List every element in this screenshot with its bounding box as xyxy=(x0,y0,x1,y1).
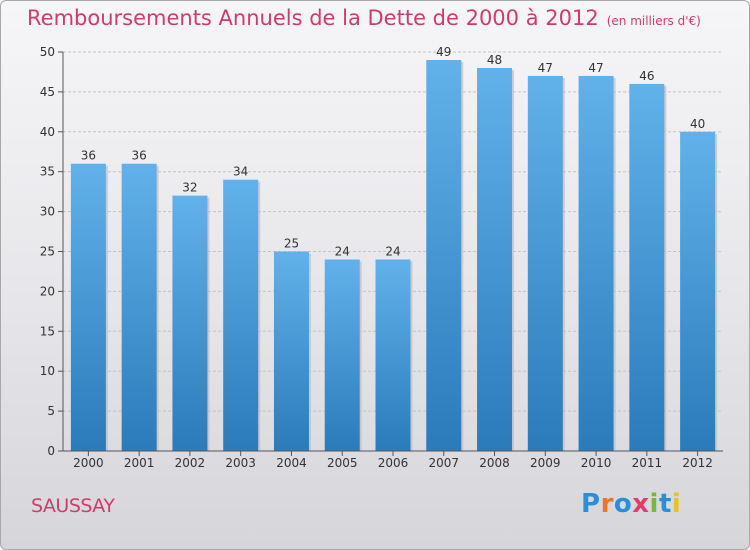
data-label-2004: 25 xyxy=(284,237,299,251)
data-label-2012: 40 xyxy=(690,117,705,131)
bar-2000 xyxy=(70,163,106,451)
bar-2008 xyxy=(477,67,513,452)
data-label-2011: 46 xyxy=(639,69,654,83)
y-tick-label: 30 xyxy=(40,205,55,219)
data-label-2002: 32 xyxy=(182,181,197,195)
x-tick-label: 2012 xyxy=(682,456,713,470)
data-label-2003: 34 xyxy=(233,165,248,179)
x-axis: 2000 2001 2002 2003 2004 2005 2006 2007 2008 2009… xyxy=(63,450,723,470)
y-tick-label: 35 xyxy=(40,165,55,179)
y-tick-label: 5 xyxy=(47,404,55,418)
x-tick-label: 2005 xyxy=(327,456,358,470)
bar-2003 xyxy=(223,179,259,451)
proxiti-logo[interactable]: Proxiti xyxy=(581,489,681,519)
y-axis: 0 5 10 15 20 25 30 35 40 45 50 xyxy=(40,45,64,458)
bar-2004 xyxy=(273,251,309,451)
x-tick-label: 2002 xyxy=(175,456,206,470)
bar-2005 xyxy=(324,259,360,451)
bar-2009 xyxy=(527,75,563,451)
x-tick-label: 2000 xyxy=(73,456,104,470)
y-tick-label: 40 xyxy=(40,125,55,139)
data-label-2000: 36 xyxy=(81,149,96,163)
logo-letter: r xyxy=(600,489,614,519)
chart-title: Remboursements Annuels de la Dette de 20… xyxy=(27,6,599,30)
bar-2002 xyxy=(172,195,208,451)
data-label-2008: 48 xyxy=(487,53,502,67)
x-tick-label: 2010 xyxy=(581,456,612,470)
x-tick-label: 2009 xyxy=(530,456,561,470)
y-tick-label: 45 xyxy=(40,85,55,99)
bar-2001 xyxy=(121,163,157,451)
x-tick-label: 2003 xyxy=(225,456,256,470)
logo-letter: o xyxy=(613,489,633,519)
y-tick-label: 20 xyxy=(40,284,55,298)
y-tick-label: 10 xyxy=(40,364,55,378)
data-label-2001: 36 xyxy=(132,149,147,163)
bar-2006 xyxy=(375,259,411,451)
place-name: SAUSSAY xyxy=(31,495,115,517)
x-tick-label: 2001 xyxy=(124,456,155,470)
data-label-2009: 47 xyxy=(538,61,553,75)
chart-header: Remboursements Annuels de la Dette de 20… xyxy=(27,6,701,30)
logo-letter: x xyxy=(632,489,650,519)
bar-2007 xyxy=(426,59,462,451)
data-label-2010: 47 xyxy=(588,61,603,75)
bar-2012 xyxy=(680,131,716,452)
data-label-2005: 24 xyxy=(335,244,350,258)
y-tick-label: 15 xyxy=(40,324,55,338)
logo-letter: i xyxy=(671,489,682,519)
x-tick-label: 2004 xyxy=(276,456,307,470)
x-tick-label: 2008 xyxy=(479,456,510,470)
bar-2010 xyxy=(578,75,614,451)
data-label-2006: 24 xyxy=(385,244,400,258)
bar-2011 xyxy=(629,83,665,452)
x-tick-label: 2006 xyxy=(378,456,409,470)
data-label-2007: 49 xyxy=(436,45,451,59)
logo-letter: P xyxy=(581,489,601,519)
y-tick-label: 0 xyxy=(47,444,55,458)
y-tick-label: 25 xyxy=(40,245,55,259)
x-tick-label: 2011 xyxy=(632,456,663,470)
bars: 36 36 32 34 25 24 24 49 48 47 47 46 40 xyxy=(70,45,718,452)
logo-letter: t xyxy=(658,489,672,519)
x-tick-label: 2007 xyxy=(428,456,459,470)
y-tick-label: 50 xyxy=(40,45,55,59)
logo-letter: i xyxy=(649,489,659,519)
chart-unit: (en milliers d'€) xyxy=(606,14,701,28)
